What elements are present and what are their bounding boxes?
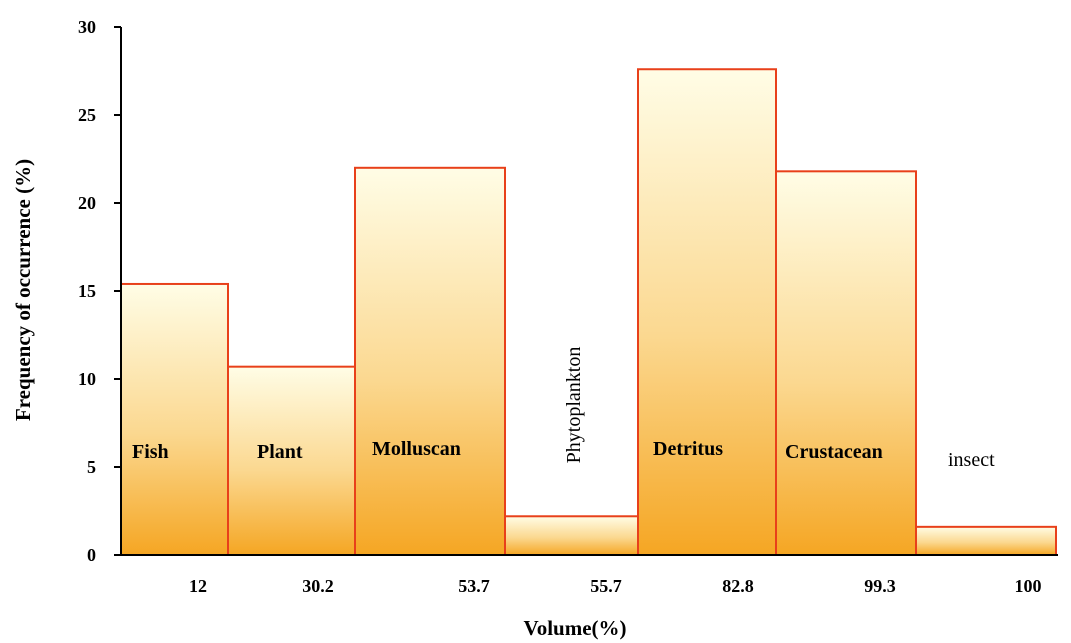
y-tick-label: 25 — [78, 105, 96, 125]
bar-insect — [915, 525, 1057, 557]
bar-crustacean — [775, 170, 917, 556]
x-tick-label: 12 — [189, 576, 207, 596]
x-tick-label: 99.3 — [864, 576, 896, 596]
bar-plant — [227, 365, 356, 556]
x-tick-label: 100 — [1015, 576, 1042, 596]
bar-label-molluscan: Molluscan — [372, 438, 461, 460]
bar-label-plant: Plant — [257, 441, 303, 463]
bar-labels-group: Fish Plant Molluscan Phytoplankton Detritus C… — [132, 347, 995, 471]
bar-fish — [120, 282, 229, 556]
x-axis-title: Volume(%) — [523, 616, 626, 640]
bar-label-crustacean: Crustacean — [785, 441, 883, 463]
bar-label-fish: Fish — [132, 441, 169, 463]
y-ticks-group: 0 5 10 15 20 25 30 — [78, 17, 121, 565]
bar-detritus — [637, 68, 777, 557]
y-tick-label: 20 — [78, 193, 96, 213]
x-tick-label: 53.7 — [458, 576, 490, 596]
x-tick-label: 82.8 — [722, 576, 754, 596]
x-tick-label: 55.7 — [590, 576, 622, 596]
x-ticks-group: 12 30.2 53.7 55.7 82.8 99.3 100 — [189, 576, 1042, 596]
y-tick-label: 0 — [87, 545, 96, 565]
x-tick-label: 30.2 — [302, 576, 334, 596]
y-tick-label: 10 — [78, 369, 96, 389]
bar-molluscan — [354, 166, 506, 557]
bar-phytoplankton — [504, 515, 639, 557]
bar-label-phytoplankton: Phytoplankton — [563, 347, 585, 464]
y-tick-label: 5 — [87, 457, 96, 477]
bars-group — [120, 68, 1057, 557]
bar-label-detritus: Detritus — [653, 438, 723, 460]
y-tick-label: 30 — [78, 17, 96, 37]
y-tick-label: 15 — [78, 281, 96, 301]
y-axis-title: Frequency of occurrence (%) — [11, 159, 35, 421]
bar-label-insect: insect — [948, 449, 995, 471]
